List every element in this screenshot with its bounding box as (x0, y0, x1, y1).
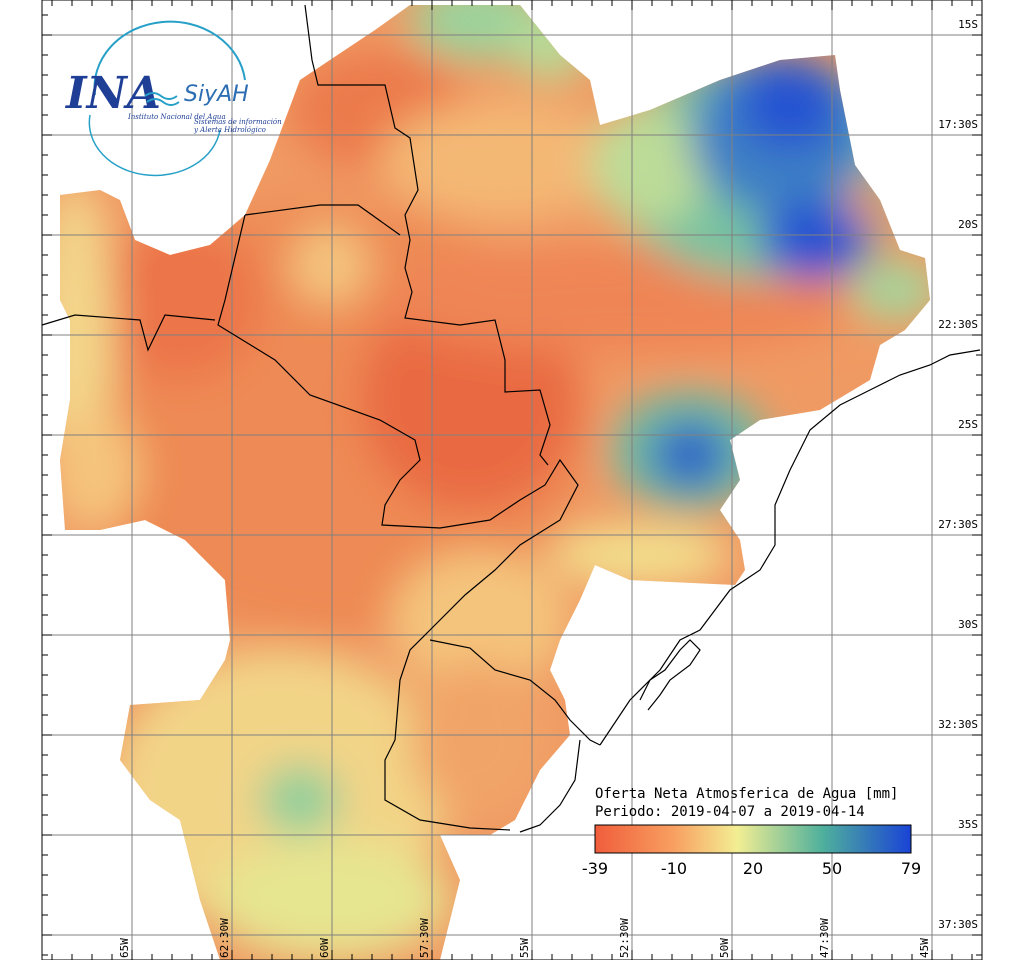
colorbar-gradient (594, 824, 912, 854)
colorbar-tick-label: 20 (743, 859, 763, 878)
lat-label: 32:30S (938, 718, 978, 731)
lat-label: 25S (958, 418, 978, 431)
lat-label: 22:30S (938, 318, 978, 331)
lon-label: 65W (118, 938, 131, 958)
longitude-axis: 65W 62:30W 60W 57:30W 55W 52:30W 50W 47:… (118, 918, 931, 958)
colorbar: -39 -10 20 50 79 (582, 824, 921, 878)
lon-label: 47:30W (818, 918, 831, 958)
lon-label: 62:30W (218, 918, 231, 958)
colorbar-tick-label: -10 (661, 859, 687, 878)
latitude-axis: 15S 17:30S 20S 22:30S 25S 27:30S 30S 32:… (938, 18, 978, 931)
title-line-1: Oferta Neta Atmosferica de Agua [mm] (595, 786, 898, 802)
logo-subtitle-2: y Alerta Hidrológico (193, 126, 266, 134)
lat-label: 20S (958, 218, 978, 231)
lon-label: 57:30W (418, 918, 431, 958)
graticule (42, 0, 982, 960)
logo-product: SiyAH (184, 82, 249, 107)
lat-label: 15S (958, 18, 978, 31)
colorbar-tick-label: 50 (822, 859, 842, 878)
colorbar-tick-label: -39 (582, 859, 608, 878)
lat-label: 17:30S (938, 118, 978, 131)
lat-label: 27:30S (938, 518, 978, 531)
map-frame (41, 0, 983, 960)
title-line-2: Periodo: 2019-04-07 a 2019-04-14 (595, 804, 865, 820)
lon-label: 52:30W (618, 918, 631, 958)
logo-waves-icon (144, 92, 180, 106)
map-title: Oferta Neta Atmosferica de Agua [mm] Per… (595, 786, 898, 820)
lon-label: 45W (918, 938, 931, 958)
lon-label: 55W (518, 938, 531, 958)
lat-label: 30S (958, 618, 978, 631)
logo-arc (88, 114, 221, 177)
lon-label: 60W (318, 938, 331, 958)
political-borders (41, 4, 981, 833)
tick-marks (42, 0, 982, 960)
logo-subtitle-1: Sistemas de información (194, 118, 282, 126)
lat-label: 35S (958, 818, 978, 831)
logo-institute: Instituto Nacional del Agua (127, 113, 226, 121)
ina-siyah-logo: INA SiyAH Instituto Nacional del Agua Si… (64, 20, 282, 177)
lat-label: 37:30S (938, 918, 978, 931)
logo-arc (93, 20, 246, 96)
colorbar-tick-label: 79 (901, 859, 921, 878)
logo-brand: INA (64, 68, 161, 119)
lon-label: 50W (718, 938, 731, 958)
